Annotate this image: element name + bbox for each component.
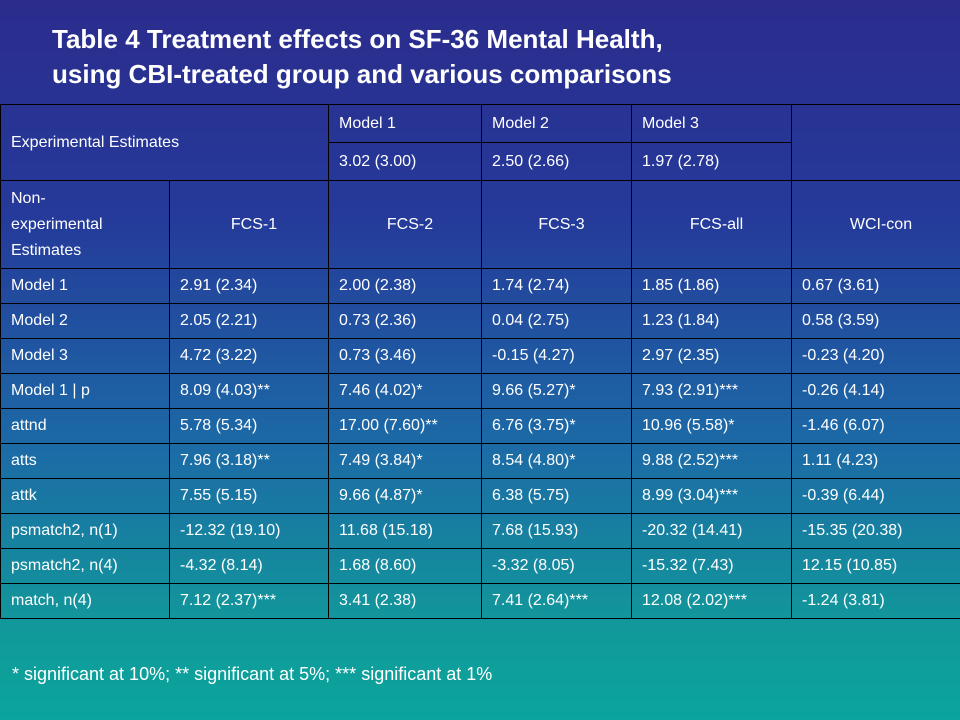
table-cell: 7.68 (15.93) bbox=[481, 513, 632, 549]
table-cell: 1.85 (1.86) bbox=[631, 268, 792, 304]
table-cell: -20.32 (14.41) bbox=[631, 513, 792, 549]
table-cell: 0.73 (3.46) bbox=[328, 338, 482, 374]
experimental-estimates-label: Experimental Estimates bbox=[0, 104, 329, 181]
row-label: atts bbox=[0, 443, 170, 479]
table-cell: 8.54 (4.80)* bbox=[481, 443, 632, 479]
table-cell: -1.24 (3.81) bbox=[791, 583, 960, 619]
table-row: attnd 5.78 (5.34) 17.00 (7.60)** 6.76 (3… bbox=[0, 408, 960, 444]
experimental-model-2-header: Model 2 bbox=[481, 104, 632, 143]
table-row: Model 1 | p 8.09 (4.03)** 7.46 (4.02)* 9… bbox=[0, 373, 960, 409]
table-cell: 6.38 (5.75) bbox=[481, 478, 632, 514]
table-cell: 2.00 (2.38) bbox=[328, 268, 482, 304]
table-cell: 2.97 (2.35) bbox=[631, 338, 792, 374]
table-cell: 4.72 (3.22) bbox=[169, 338, 329, 374]
table-cell: 1.68 (8.60) bbox=[328, 548, 482, 584]
table-row: psmatch2, n(1) -12.32 (19.10) 11.68 (15.… bbox=[0, 513, 960, 549]
row-label: Model 3 bbox=[0, 338, 170, 374]
table-cell: 5.78 (5.34) bbox=[169, 408, 329, 444]
row-label: Model 2 bbox=[0, 303, 170, 339]
table-cell: 12.08 (2.02)*** bbox=[631, 583, 792, 619]
table-cell: 9.66 (5.27)* bbox=[481, 373, 632, 409]
table-cell: 12.15 (10.85) bbox=[791, 548, 960, 584]
table-cell: 17.00 (7.60)** bbox=[328, 408, 482, 444]
row-label: Model 1 | p bbox=[0, 373, 170, 409]
table-cell: -0.15 (4.27) bbox=[481, 338, 632, 374]
table-cell: 1.74 (2.74) bbox=[481, 268, 632, 304]
column-header-wci-con: WCI-con bbox=[791, 180, 960, 269]
table-cell: 1.23 (1.84) bbox=[631, 303, 792, 339]
experimental-empty-cell bbox=[791, 104, 960, 181]
slide-title-line-1: Table 4 Treatment effects on SF-36 Menta… bbox=[52, 24, 663, 54]
table-cell: 1.11 (4.23) bbox=[791, 443, 960, 479]
row-label: attk bbox=[0, 478, 170, 514]
nonexperimental-label-line-3: Estimates bbox=[11, 241, 82, 259]
significance-footnote: * significant at 10%; ** significant at … bbox=[12, 664, 493, 684]
table-cell: 8.09 (4.03)** bbox=[169, 373, 329, 409]
row-label: attnd bbox=[0, 408, 170, 444]
nonexperimental-label-line-1: Non- bbox=[11, 189, 46, 207]
table-cell: 0.73 (2.36) bbox=[328, 303, 482, 339]
table-cell: -4.32 (8.14) bbox=[169, 548, 329, 584]
table-cell: 7.46 (4.02)* bbox=[328, 373, 482, 409]
experimental-model-3-value: 1.97 (2.78) bbox=[631, 142, 792, 181]
nonexperimental-header-row: Non- experimental Estimates FCS-1 FCS-2 … bbox=[0, 180, 960, 269]
experimental-header-row: Experimental Estimates Model 1 Model 2 M… bbox=[0, 104, 960, 181]
table-cell: -0.26 (4.14) bbox=[791, 373, 960, 409]
table-row: match, n(4) 7.12 (2.37)*** 3.41 (2.38) 7… bbox=[0, 583, 960, 619]
slide-title: Table 4 Treatment effects on SF-36 Menta… bbox=[52, 22, 932, 92]
table-cell: 10.96 (5.58)* bbox=[631, 408, 792, 444]
row-label: Model 1 bbox=[0, 268, 170, 304]
row-label: psmatch2, n(1) bbox=[0, 513, 170, 549]
row-label: match, n(4) bbox=[0, 583, 170, 619]
table-cell: 8.99 (3.04)*** bbox=[631, 478, 792, 514]
table-cell: -3.32 (8.05) bbox=[481, 548, 632, 584]
slide-title-line-2: using CBI-treated group and various comp… bbox=[52, 59, 672, 89]
table-cell: -12.32 (19.10) bbox=[169, 513, 329, 549]
table-cell: 3.41 (2.38) bbox=[328, 583, 482, 619]
table-cell: 0.67 (3.61) bbox=[791, 268, 960, 304]
table-cell: 6.76 (3.75)* bbox=[481, 408, 632, 444]
table-cell: 7.55 (5.15) bbox=[169, 478, 329, 514]
nonexperimental-estimates-label: Non- experimental Estimates bbox=[0, 180, 170, 269]
table-cell: -0.39 (6.44) bbox=[791, 478, 960, 514]
experimental-model-1-header: Model 1 bbox=[328, 104, 482, 143]
table-row: atts 7.96 (3.18)** 7.49 (3.84)* 8.54 (4.… bbox=[0, 443, 960, 479]
table-cell: -15.32 (7.43) bbox=[631, 548, 792, 584]
table-cell: 9.66 (4.87)* bbox=[328, 478, 482, 514]
nonexperimental-label-line-2: experimental bbox=[11, 215, 103, 233]
column-header-fcs-all: FCS-all bbox=[631, 180, 792, 269]
table-cell: 2.91 (2.34) bbox=[169, 268, 329, 304]
table-cell: -1.46 (6.07) bbox=[791, 408, 960, 444]
table-cell: 7.12 (2.37)*** bbox=[169, 583, 329, 619]
table-cell: 9.88 (2.52)*** bbox=[631, 443, 792, 479]
row-label: psmatch2, n(4) bbox=[0, 548, 170, 584]
table-cell: 7.41 (2.64)*** bbox=[481, 583, 632, 619]
table-row: Model 3 4.72 (3.22) 0.73 (3.46) -0.15 (4… bbox=[0, 338, 960, 374]
table-cell: -15.35 (20.38) bbox=[791, 513, 960, 549]
table-cell: 7.49 (3.84)* bbox=[328, 443, 482, 479]
column-header-fcs-1: FCS-1 bbox=[169, 180, 329, 269]
column-header-fcs-3: FCS-3 bbox=[481, 180, 632, 269]
table-cell: 2.05 (2.21) bbox=[169, 303, 329, 339]
experimental-model-1-value: 3.02 (3.00) bbox=[328, 142, 482, 181]
results-table: Experimental Estimates Model 1 Model 2 M… bbox=[0, 104, 960, 619]
table-cell: -0.23 (4.20) bbox=[791, 338, 960, 374]
table-cell: 7.96 (3.18)** bbox=[169, 443, 329, 479]
column-header-fcs-2: FCS-2 bbox=[328, 180, 482, 269]
experimental-model-3-header: Model 3 bbox=[631, 104, 792, 143]
experimental-values-row: 3.02 (3.00) 2.50 (2.66) 1.97 (2.78) bbox=[1, 142, 960, 181]
table-row: psmatch2, n(4) -4.32 (8.14) 1.68 (8.60) … bbox=[0, 548, 960, 584]
table-cell: 11.68 (15.18) bbox=[328, 513, 482, 549]
table-cell: 0.58 (3.59) bbox=[791, 303, 960, 339]
table-row: attk 7.55 (5.15) 9.66 (4.87)* 6.38 (5.75… bbox=[0, 478, 960, 514]
experimental-model-2-value: 2.50 (2.66) bbox=[481, 142, 632, 181]
table-cell: 7.93 (2.91)*** bbox=[631, 373, 792, 409]
table-cell: 0.04 (2.75) bbox=[481, 303, 632, 339]
table-row: Model 1 2.91 (2.34) 2.00 (2.38) 1.74 (2.… bbox=[0, 268, 960, 304]
table-row: Model 2 2.05 (2.21) 0.73 (2.36) 0.04 (2.… bbox=[0, 303, 960, 339]
